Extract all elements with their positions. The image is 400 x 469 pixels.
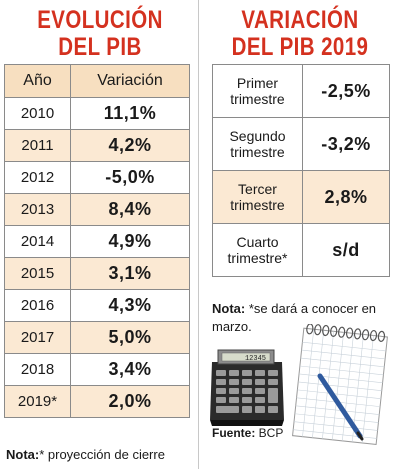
right-footnote: Nota: *se dará a conocer en marzo.: [212, 300, 392, 336]
table-row: Segundo trimestre -3,2%: [212, 117, 390, 171]
notebook-icon: [292, 324, 388, 445]
table-row: 2015 3,1%: [4, 257, 190, 290]
column-divider: [198, 0, 199, 469]
table-row: Primer trimestre -2,5%: [212, 64, 390, 118]
row-year: 2019*: [4, 385, 71, 418]
row-value: -5,0%: [70, 161, 190, 194]
table-row: 2011 4,2%: [4, 129, 190, 162]
table-header-row: Año Variación: [4, 64, 190, 98]
quarter-label-line1: Tercer: [238, 181, 277, 197]
table-row: Tercer trimestre 2,8%: [212, 170, 390, 224]
table-row: 2018 3,4%: [4, 353, 190, 386]
row-year: 2017: [4, 321, 71, 354]
row-year: 2016: [4, 289, 71, 322]
quarter-value: 2,8%: [302, 170, 390, 224]
right-title-line1: VARIACIÓN: [241, 6, 359, 34]
header-variation: Variación: [70, 64, 190, 98]
left-note-label: Nota:: [6, 447, 40, 462]
calculator-display: 12345: [245, 355, 266, 363]
quarter-value: -3,2%: [302, 117, 390, 171]
quarter-value: s/d: [302, 223, 390, 277]
quarter-label-line1: Primer: [236, 75, 279, 91]
row-value: 4,3%: [70, 289, 190, 322]
row-value: 11,1%: [70, 97, 190, 130]
row-value: 3,4%: [70, 353, 190, 386]
row-value: 3,1%: [70, 257, 190, 290]
quarter-label-line2: trimestre: [230, 197, 285, 213]
row-value: 5,0%: [70, 321, 190, 354]
left-title-line1: EVOLUCIÓN: [37, 6, 163, 34]
row-year: 2015: [4, 257, 71, 290]
table-row: 2014 4,9%: [4, 225, 190, 258]
pib-evolution-table: Año Variación 2010 11,1% 2011 4,2% 2012 -5,…: [4, 64, 190, 418]
row-year: 2018: [4, 353, 71, 386]
pen-icon: [317, 373, 364, 441]
quarter-label-line2: trimestre: [230, 144, 285, 160]
quarter-label-line2: trimestre: [230, 91, 285, 107]
row-value: 8,4%: [70, 193, 190, 226]
left-footnote: Nota:* proyección de cierre: [6, 447, 165, 462]
quarter-label: Cuarto trimestre*: [212, 223, 303, 277]
row-year: 2013: [4, 193, 71, 226]
left-title: EVOLUCIÓN DEL PIB: [18, 7, 182, 61]
table-row: 2019* 2,0%: [4, 385, 190, 418]
calculator-icon: 12345: [210, 349, 284, 426]
table-row: 2017 5,0%: [4, 321, 190, 354]
quarter-label: Tercer trimestre: [212, 170, 303, 224]
left-note-text: * proyección de cierre: [39, 447, 165, 462]
table-row: Cuarto trimestre* s/d: [212, 223, 390, 277]
quarter-label-line1: Cuarto: [236, 234, 279, 250]
table-row: 2010 11,1%: [4, 97, 190, 130]
row-year: 2010: [4, 97, 71, 130]
quarter-label-line2: trimestre*: [227, 250, 288, 266]
quarter-label: Segundo trimestre: [212, 117, 303, 171]
quarter-value: -2,5%: [302, 64, 390, 118]
row-year: 2014: [4, 225, 71, 258]
row-value: 4,2%: [70, 129, 190, 162]
left-title-line2: DEL PIB: [58, 33, 142, 61]
header-year: Año: [4, 64, 71, 98]
right-note-label: Nota:: [212, 301, 246, 316]
table-row: 2013 8,4%: [4, 193, 190, 226]
source-credit: Fuente: BCP: [212, 426, 283, 440]
row-value: 4,9%: [70, 225, 190, 258]
row-year: 2011: [4, 129, 71, 162]
quarterly-variation-table: Primer trimestre -2,5% Segundo trimestre -…: [212, 64, 390, 277]
row-year: 2012: [4, 161, 71, 194]
table-row: 2012 -5,0%: [4, 161, 190, 194]
quarter-label: Primer trimestre: [212, 64, 303, 118]
right-note-text: *se dará a conocer en marzo.: [212, 301, 377, 334]
right-title-line2: DEL PIB 2019: [231, 33, 369, 61]
right-title: VARIACIÓN DEL PIB 2019: [218, 7, 382, 61]
source-text: BCP: [255, 426, 284, 440]
table-row: 2016 4,3%: [4, 289, 190, 322]
row-value: 2,0%: [70, 385, 190, 418]
quarter-label-line1: Segundo: [229, 128, 286, 144]
source-label: Fuente:: [212, 426, 256, 440]
